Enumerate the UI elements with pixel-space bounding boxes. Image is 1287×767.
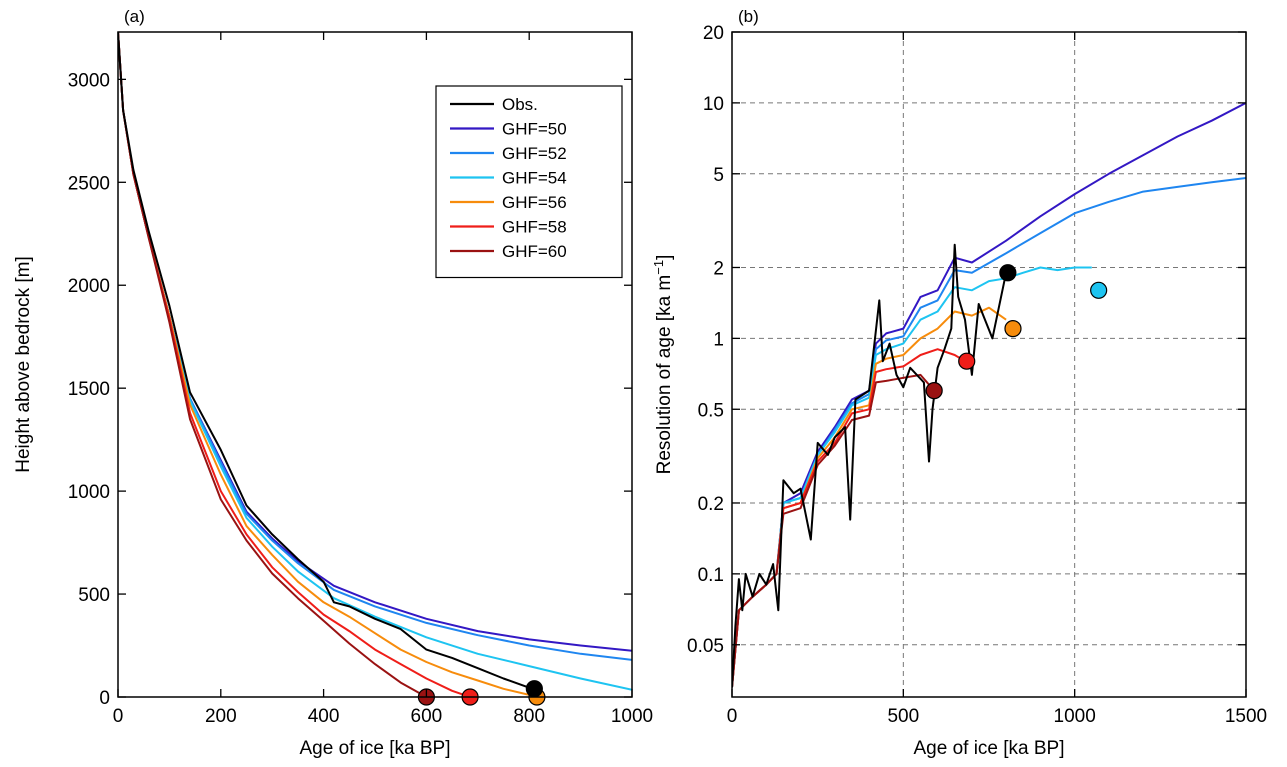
panel-a-y-tick-label: 1500 [68,379,110,400]
panel-a-x-tick-label: 0 [113,706,124,727]
panel-a-height-vs-age: 0 200 400 600 800 1000 0 500 1000 1500 2000 2500 300… [13,7,653,759]
panel-b-end-marker-obs [999,264,1017,282]
panel-a-series-line-ghf60 [118,32,427,697]
panel-b-y-axis-label-suffix: ] [654,255,675,260]
panel-b-y-tick-label: 1 [713,329,724,350]
legend-label-ghf56: GHF=56 [502,193,567,212]
panel-b-resolution-vs-age: 0 500 1000 1500 0.05 0.1 0.2 0.5 1 2 5 10 20 Age of i… [651,7,1267,759]
panel-a-y-tick-label: 3000 [68,70,110,91]
panel-a-letter: (a) [124,7,145,26]
panel-a-y-axis-label-main: Height above bedrock [m] [13,256,34,473]
panel-b-series-line-ghf58 [732,348,966,688]
panel-b-y-tick-label: 5 [713,165,724,186]
panel-a-y-tick-label: 1000 [68,482,110,503]
panel-b-end-marker-ghf60 [925,382,943,400]
panel-b-x-tick-label: 0 [727,706,738,727]
panel-a-x-tick-label: 400 [308,706,340,727]
panel-a-y-axis-label: Height above bedrock [m] [13,256,34,473]
legend-label-ghf60: GHF=60 [502,242,567,261]
panel-b-x-tick-label: 1500 [1225,706,1267,727]
panel-b-end-marker-ghf58 [958,352,976,370]
panel-a-y-tick-label: 500 [78,585,110,606]
panel-b-y-tick-label: 0.05 [687,636,724,657]
panel-b-y-tick-label: 10 [703,94,724,115]
panel-a-legend: Obs. GHF=50 GHF=52 GHF=54 GHF=56 GHF=58 GHF=60 [435,85,623,279]
panel-a-x-tick-label: 600 [411,706,443,727]
panel-b-y-axis-label-main: Resolution of age [ka m [654,275,675,475]
panel-b-plot-frame [731,31,1247,698]
legend-label-ghf54: GHF=54 [502,169,567,188]
panel-a-y-tick-label: 2500 [68,173,110,194]
panel-a-x-tick-label: 200 [205,706,237,727]
panel-b-y-axis-label-superscript: −1 [651,260,666,275]
legend-label-ghf50: GHF=50 [502,120,567,139]
panel-b-y-tick-label: 20 [703,23,724,44]
panel-a-x-axis-label: Age of ice [ka BP] [299,738,450,759]
panel-b-y-tick-label: 2 [713,258,724,279]
panel-b-end-marker-ghf54 [1090,281,1108,299]
panel-b-y-axis-label: Resolution of age [ka m−1] [651,255,675,475]
panel-a-series-line-obs [118,32,535,690]
panel-b-end-marker-ghf56 [1004,320,1022,338]
panel-b-series-line-ghf54 [732,266,1092,688]
legend-label-ghf52: GHF=52 [502,144,567,163]
panel-a-y-tick-label: 2000 [68,276,110,297]
panel-b-letter: (b) [738,7,759,26]
legend-label-ghf58: GHF=58 [502,218,567,237]
panel-b-series-line-ghf60 [732,373,935,688]
panel-a-x-tick-label: 800 [513,706,545,727]
panel-b-series-line-ghf52 [732,177,1246,688]
panel-a-series-group [118,32,632,697]
panel-b-x-tick-label: 500 [887,706,919,727]
panel-b-series-line-ghf50 [732,102,1246,688]
legend-label-obs: Obs. [502,95,538,114]
panel-a-y-tick-label: 0 [99,688,110,709]
panel-b-y-tick-label: 0.1 [698,565,724,586]
panel-b-x-tick-label: 1000 [1054,706,1096,727]
panel-a-plot-frame [117,31,633,698]
panel-b-y-tick-label: 0.2 [698,494,724,515]
panel-b-series-line-obs [732,243,1008,688]
panel-b-y-tick-label: 0.5 [698,400,724,421]
panel-a-series-line-ghf58 [118,32,471,697]
panel-a-x-tick-label: 1000 [611,706,653,727]
panel-b-series-group [732,102,1246,688]
panel-b-x-axis-label: Age of ice [ka BP] [913,738,1064,759]
legend-box [435,85,623,279]
